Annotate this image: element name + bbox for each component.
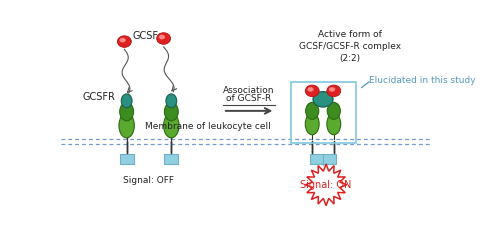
Ellipse shape [120, 38, 126, 43]
Ellipse shape [159, 35, 165, 39]
Text: Membrane of leukocyte cell: Membrane of leukocyte cell [144, 122, 270, 131]
Text: of GCSF-R: of GCSF-R [227, 94, 272, 103]
Polygon shape [305, 164, 347, 206]
Ellipse shape [313, 92, 333, 107]
Text: GCSF: GCSF [133, 31, 159, 41]
Bar [120, 154, 133, 164]
Text: Elucidated in this study: Elucidated in this study [369, 76, 476, 85]
Text: Signal: OFF: Signal: OFF [123, 176, 175, 185]
Text: GCSFR: GCSFR [83, 92, 116, 102]
Ellipse shape [305, 85, 319, 97]
Ellipse shape [329, 87, 335, 92]
Bar [164, 154, 178, 164]
Ellipse shape [327, 85, 341, 97]
Ellipse shape [156, 33, 170, 44]
Text: Active form of
GCSF/GCSF-R complex
(2:2): Active form of GCSF/GCSF-R complex (2:2) [299, 30, 401, 63]
Ellipse shape [119, 113, 134, 138]
Text: Signal: ON: Signal: ON [300, 180, 352, 190]
Ellipse shape [166, 94, 177, 108]
Ellipse shape [307, 87, 313, 92]
Ellipse shape [327, 102, 340, 119]
Ellipse shape [120, 102, 133, 121]
Ellipse shape [164, 113, 179, 138]
Text: Association: Association [223, 86, 275, 95]
Ellipse shape [327, 113, 341, 135]
Ellipse shape [306, 102, 319, 119]
Ellipse shape [118, 36, 131, 47]
Ellipse shape [164, 102, 178, 121]
Ellipse shape [305, 113, 319, 135]
Bar [310, 154, 323, 164]
Bar [324, 154, 336, 164]
Ellipse shape [121, 94, 132, 108]
